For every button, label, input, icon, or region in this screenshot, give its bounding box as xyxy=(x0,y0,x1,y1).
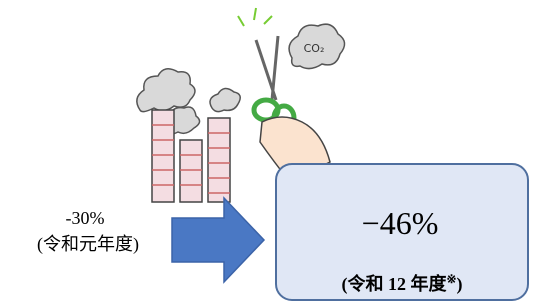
arrow xyxy=(172,198,264,282)
left-value: -30% xyxy=(66,208,105,228)
svg-text:CO₂: CO₂ xyxy=(304,42,325,55)
period-text: (令和 12 年度 xyxy=(341,273,447,295)
illustration: CO₂ -30% (令和元年度) −46% (令和 12 年度※) xyxy=(0,0,534,305)
left-period: (令和元年度) xyxy=(37,234,139,255)
right-value: −46% xyxy=(362,205,439,241)
co2-cloud: CO₂ xyxy=(289,24,344,68)
note-mark: ※ xyxy=(446,272,456,286)
period-close: ) xyxy=(457,274,463,295)
right-period: (令和 12 年度※) xyxy=(341,272,462,295)
